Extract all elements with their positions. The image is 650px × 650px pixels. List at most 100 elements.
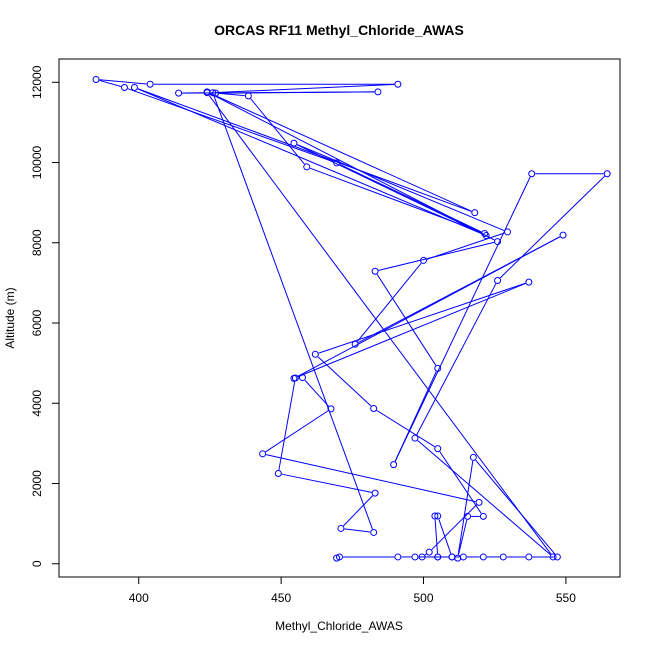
y-tick-label: 12000 [30, 65, 44, 99]
y-tick-label: 2000 [30, 470, 44, 497]
series-line-segment [219, 91, 375, 94]
y-tick-label: 8000 [30, 229, 44, 256]
series-line-segment [357, 262, 422, 342]
data-point [371, 267, 379, 275]
data-point [479, 553, 487, 561]
series-line-segment [376, 409, 435, 448]
data-point [464, 512, 472, 520]
series-line-segment [378, 241, 495, 271]
y-axis: 0 2000 4000 6000 8000 10000 12000 [30, 65, 60, 567]
series-line-segment [439, 451, 482, 514]
data-point [549, 553, 557, 561]
data-point [411, 434, 419, 442]
data-point [553, 553, 561, 561]
series-line-segment [265, 410, 329, 453]
series-line-segment [343, 495, 373, 527]
data-point [411, 553, 419, 561]
data-point [390, 461, 398, 469]
y-tick-label: 6000 [30, 309, 44, 336]
data-point [146, 80, 154, 88]
data-point [259, 450, 267, 458]
data-point [499, 553, 507, 561]
data-point [448, 553, 456, 561]
y-tick-label: 4000 [30, 390, 44, 417]
data-point [525, 553, 533, 561]
series-line-segment [344, 528, 371, 533]
series-line-segment [208, 95, 552, 555]
data-point [471, 209, 479, 217]
data-point [482, 232, 490, 240]
y-axis-label: Altitude (m) [3, 287, 17, 348]
series-line-segment [99, 79, 147, 85]
data-point [603, 170, 611, 178]
data-point [394, 80, 402, 88]
x-tick-label: 500 [413, 591, 433, 605]
data-point [351, 340, 359, 348]
series-line-segment [457, 460, 474, 555]
series-line-segment [210, 92, 472, 212]
data-point [298, 374, 306, 382]
series-line-segment [278, 381, 296, 471]
data-point [212, 89, 220, 97]
data-point [370, 528, 378, 536]
data-point [475, 498, 483, 506]
x-tick-label: 550 [556, 591, 576, 605]
series-line-segment [416, 283, 497, 436]
data-point [327, 405, 335, 413]
data-point [244, 92, 252, 100]
series-line-segment [250, 98, 305, 165]
series-line-segment [426, 232, 505, 260]
data-point [434, 512, 442, 520]
data-point [333, 159, 341, 167]
series-line-segment [458, 519, 468, 555]
data-point [303, 163, 311, 171]
data-point [481, 230, 489, 238]
series-line-segment [281, 473, 372, 493]
data-point [374, 88, 382, 96]
series-line-segment [304, 379, 329, 407]
data-point [371, 489, 379, 497]
series-line-segment [499, 175, 605, 279]
data-point [291, 374, 299, 382]
series-line-segment [137, 88, 472, 212]
series-line-segment [266, 454, 476, 503]
data-point [130, 83, 138, 91]
data-point [209, 89, 217, 97]
data-point [370, 404, 378, 412]
series-line-segment [434, 519, 438, 554]
x-tick-label: 400 [129, 591, 149, 605]
y-tick-label: 10000 [30, 146, 44, 180]
data-point [425, 548, 433, 556]
x-tick-label: 450 [271, 591, 291, 605]
series-line-segment [216, 83, 395, 94]
data-point [92, 75, 100, 83]
series-line-segment [376, 274, 437, 366]
series-line-segment [475, 459, 556, 555]
data-point [311, 350, 319, 358]
data-point [418, 553, 426, 561]
series-line-segment [424, 553, 427, 556]
data-point [494, 276, 502, 284]
series-line-segment [431, 504, 477, 550]
data-point [336, 553, 343, 561]
data-point [559, 231, 567, 239]
data-point [337, 524, 345, 532]
y-tick-label: 0 [30, 560, 44, 567]
data-point [504, 228, 512, 236]
series-line-segment [127, 88, 334, 163]
series-line-segment [297, 144, 505, 232]
data-point [434, 553, 442, 561]
series-line-segment [309, 167, 482, 233]
data-point [469, 453, 477, 461]
series-line-segment [394, 176, 531, 462]
data-point [431, 512, 439, 520]
chart-title: ORCAS RF11 Methyl_Chloride_AWAS [214, 22, 464, 38]
x-axis: 400 450 500 550 [129, 576, 576, 605]
series-line-segment [339, 164, 482, 233]
data-point [434, 445, 442, 453]
data-point [175, 89, 183, 97]
x-axis-label: Methyl_Chloride_AWAS [275, 619, 403, 633]
series-group [92, 75, 611, 562]
series-line-segment [219, 92, 245, 97]
